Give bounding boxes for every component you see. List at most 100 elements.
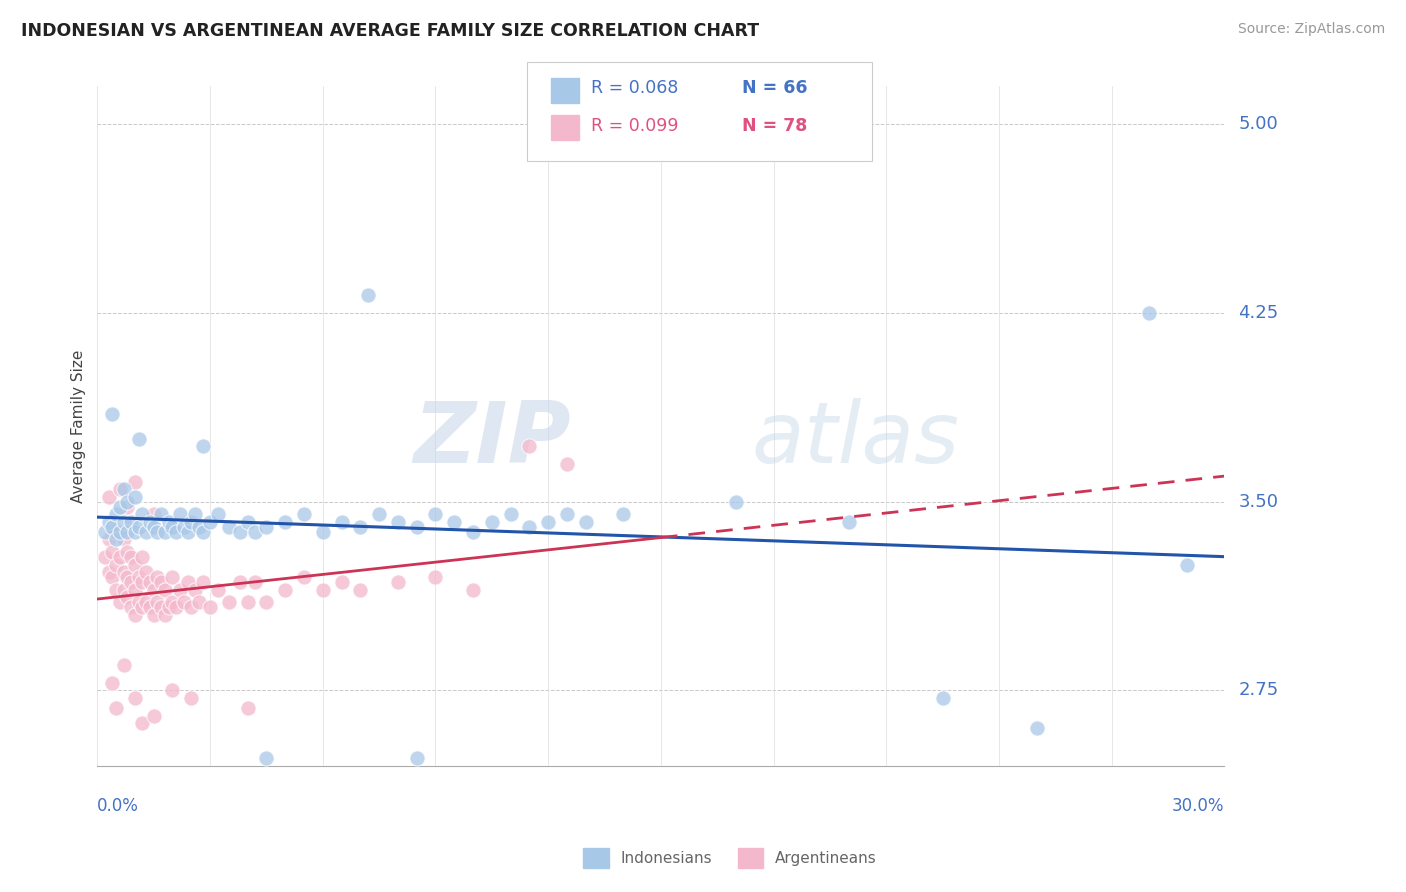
Point — [236, 595, 259, 609]
Point — [198, 515, 221, 529]
Point — [218, 520, 240, 534]
Point — [142, 508, 165, 522]
Point — [274, 515, 297, 529]
Text: 2.75: 2.75 — [1239, 681, 1278, 699]
Point — [105, 524, 128, 539]
Point — [135, 524, 157, 539]
Point — [425, 570, 447, 584]
Point — [555, 457, 578, 471]
Point — [165, 524, 187, 539]
Point — [139, 575, 162, 590]
Text: 30.0%: 30.0% — [1171, 797, 1225, 814]
Point — [124, 558, 146, 572]
Point — [612, 508, 634, 522]
Point — [112, 533, 135, 547]
Point — [101, 676, 124, 690]
Point — [1137, 306, 1160, 320]
Point — [330, 515, 353, 529]
Point — [108, 500, 131, 514]
Point — [150, 508, 173, 522]
Point — [146, 570, 169, 584]
Text: Argentineans: Argentineans — [775, 851, 876, 865]
Point — [120, 575, 142, 590]
Point — [128, 595, 150, 609]
Point — [117, 591, 139, 605]
Point — [162, 595, 184, 609]
Point — [481, 515, 503, 529]
Point — [724, 494, 747, 508]
Point — [124, 524, 146, 539]
Point — [229, 575, 252, 590]
Point — [124, 490, 146, 504]
Point — [105, 701, 128, 715]
Point — [1025, 721, 1047, 735]
Point — [131, 508, 153, 522]
Point — [180, 515, 202, 529]
Point — [157, 515, 180, 529]
Point — [162, 520, 184, 534]
Point — [108, 524, 131, 539]
Point — [254, 751, 277, 765]
Point — [153, 524, 176, 539]
Point — [128, 432, 150, 446]
Point — [519, 439, 541, 453]
Point — [108, 482, 131, 496]
Point — [169, 508, 191, 522]
Point — [108, 595, 131, 609]
Point — [120, 550, 142, 565]
Text: R = 0.068: R = 0.068 — [591, 79, 678, 97]
Point — [157, 600, 180, 615]
Point — [243, 575, 266, 590]
Point — [131, 575, 153, 590]
Point — [180, 600, 202, 615]
Point — [131, 716, 153, 731]
Point — [236, 515, 259, 529]
Point — [135, 565, 157, 579]
Point — [94, 524, 117, 539]
Point — [292, 508, 315, 522]
Point — [191, 524, 214, 539]
Point — [112, 482, 135, 496]
Point — [97, 565, 120, 579]
Text: Source: ZipAtlas.com: Source: ZipAtlas.com — [1237, 22, 1385, 37]
Point — [218, 595, 240, 609]
Point — [105, 508, 128, 522]
Text: atlas: atlas — [751, 398, 959, 482]
Point — [142, 520, 165, 534]
Point — [387, 575, 409, 590]
Point — [162, 683, 184, 698]
Point — [142, 708, 165, 723]
Point — [838, 515, 860, 529]
Point — [165, 600, 187, 615]
Point — [120, 515, 142, 529]
Point — [173, 520, 195, 534]
Text: 3.50: 3.50 — [1239, 492, 1278, 511]
Point — [139, 515, 162, 529]
Text: 0.0%: 0.0% — [97, 797, 139, 814]
Point — [176, 524, 198, 539]
Point — [131, 600, 153, 615]
Point — [254, 595, 277, 609]
Point — [146, 595, 169, 609]
Point — [187, 520, 209, 534]
Point — [131, 550, 153, 565]
Point — [229, 524, 252, 539]
Point — [124, 475, 146, 489]
Point — [292, 570, 315, 584]
Point — [112, 565, 135, 579]
Point — [97, 490, 120, 504]
Point — [135, 595, 157, 609]
Point — [117, 545, 139, 559]
Point — [128, 520, 150, 534]
Point — [180, 691, 202, 706]
Point — [405, 520, 427, 534]
Point — [184, 508, 207, 522]
Point — [112, 658, 135, 673]
Point — [461, 524, 484, 539]
Point — [117, 500, 139, 514]
Point — [139, 600, 162, 615]
Point — [191, 575, 214, 590]
Point — [1175, 558, 1198, 572]
Point — [142, 582, 165, 597]
Text: INDONESIAN VS ARGENTINEAN AVERAGE FAMILY SIZE CORRELATION CHART: INDONESIAN VS ARGENTINEAN AVERAGE FAMILY… — [21, 22, 759, 40]
